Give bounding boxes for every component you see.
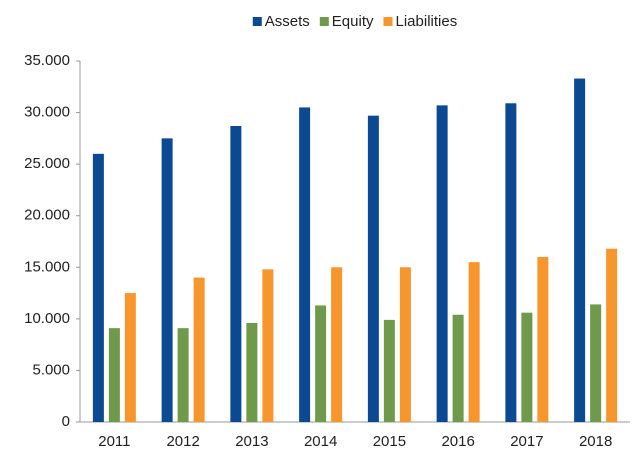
x-tick-label: 2012 xyxy=(166,433,199,450)
bar xyxy=(92,153,104,423)
y-tick-label: 5.000 xyxy=(32,361,70,378)
y-tick-label: 10.000 xyxy=(24,310,70,327)
bar xyxy=(452,314,464,422)
bar xyxy=(108,328,120,422)
x-tick-label: 2011 xyxy=(98,433,130,450)
x-tick-label: 2017 xyxy=(510,433,543,450)
x-tick-label: 2018 xyxy=(579,433,612,450)
bar xyxy=(246,322,258,422)
y-tick-label: 35.000 xyxy=(24,52,70,69)
bar xyxy=(468,262,480,422)
y-tick-label: 30.000 xyxy=(24,104,70,121)
bar xyxy=(315,305,327,422)
y-tick-label: 15.000 xyxy=(24,258,70,275)
legend-label: Equity xyxy=(332,13,374,30)
bar xyxy=(299,107,311,423)
x-tick-label: 2015 xyxy=(373,433,406,450)
x-tick-label: 2014 xyxy=(304,433,337,450)
bar xyxy=(367,115,379,422)
y-tick-label: 0 xyxy=(62,413,70,430)
x-tick-label: 2013 xyxy=(235,433,268,450)
bar xyxy=(399,267,411,422)
legend-swatch xyxy=(319,17,329,26)
y-tick-label: 25.000 xyxy=(24,155,70,172)
bar xyxy=(590,304,602,422)
y-tick-label: 20.000 xyxy=(24,207,70,224)
bar xyxy=(505,103,517,422)
legend-label: Assets xyxy=(265,13,310,30)
bar xyxy=(193,277,205,422)
bar xyxy=(262,269,274,422)
bar xyxy=(124,293,136,422)
x-tick-label: 2016 xyxy=(441,433,474,450)
bar xyxy=(177,328,189,422)
bar xyxy=(606,248,618,422)
bar xyxy=(331,267,343,422)
bar xyxy=(161,138,173,422)
bar xyxy=(230,125,242,422)
bar xyxy=(436,105,448,422)
bar xyxy=(383,319,395,422)
legend-label: Liabilities xyxy=(396,13,458,30)
bar xyxy=(521,312,533,422)
bar xyxy=(537,256,549,422)
legend-swatch xyxy=(383,17,393,26)
legend-swatch xyxy=(252,17,262,26)
bar xyxy=(574,78,586,422)
